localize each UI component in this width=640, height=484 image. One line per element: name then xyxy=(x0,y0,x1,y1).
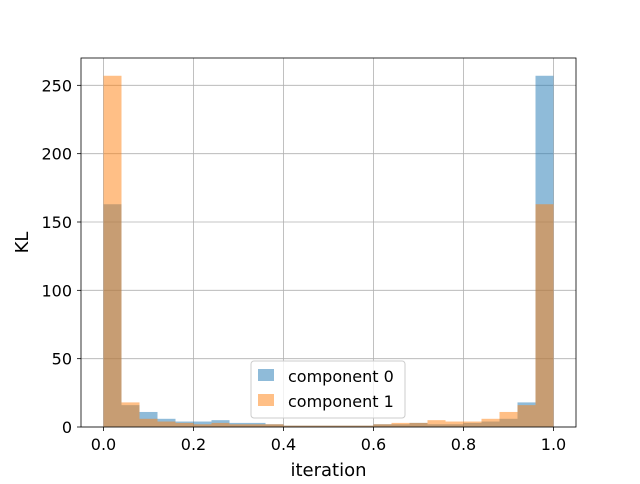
bar-component-1 xyxy=(283,425,302,427)
bar-component-1 xyxy=(499,411,518,427)
x-tick-label: 1.0 xyxy=(541,435,566,454)
bar-component-1 xyxy=(301,425,320,427)
bar-component-1 xyxy=(481,418,500,427)
legend: component 0 component 1 xyxy=(250,360,406,419)
x-tick-label: 0.2 xyxy=(181,435,206,454)
legend-box xyxy=(250,360,406,419)
plot-frame xyxy=(80,57,577,428)
bar-component-1 xyxy=(157,421,176,427)
y-tick-label: 100 xyxy=(41,281,72,300)
x-ticks: 0.0 0.2 0.4 0.6 0.8 1.0 xyxy=(91,427,566,454)
bar-component-1 xyxy=(517,405,536,427)
y-tick-label: 200 xyxy=(41,145,72,164)
bar-component-1 xyxy=(193,424,212,427)
x-axis-label: iteration xyxy=(290,460,366,480)
legend-swatch-component-0 xyxy=(258,369,274,381)
bar-component-1 xyxy=(337,425,356,427)
bar-component-1 xyxy=(265,424,284,427)
bar-component-1 xyxy=(409,422,428,427)
x-tick-label: 0.6 xyxy=(361,435,386,454)
bar-component-1 xyxy=(445,421,464,427)
bar-component-1 xyxy=(175,422,194,427)
bar-component-1 xyxy=(211,422,230,427)
bar-component-1 xyxy=(139,418,158,427)
x-tick-label: 0.8 xyxy=(451,435,476,454)
y-tick-label: 150 xyxy=(41,213,72,232)
legend-swatch-component-1 xyxy=(258,394,274,406)
y-tick-label: 250 xyxy=(41,76,72,95)
bar-component-1 xyxy=(229,424,248,427)
y-ticks: 0 50 100 150 200 250 xyxy=(41,76,81,437)
bar-component-1 xyxy=(535,204,554,427)
legend-label-component-0: component 0 xyxy=(288,367,394,386)
bar-component-1 xyxy=(247,424,266,427)
x-tick-label: 0.0 xyxy=(91,435,116,454)
bar-component-1 xyxy=(103,75,122,428)
bar-component-1 xyxy=(319,425,338,427)
bar-component-1 xyxy=(427,420,446,427)
y-tick-label: 0 xyxy=(62,418,72,437)
bars-layer xyxy=(103,75,554,428)
y-axis-label: KL xyxy=(12,232,33,254)
bar-component-1 xyxy=(463,421,482,427)
y-tick-label: 50 xyxy=(52,350,72,369)
legend-label-component-1: component 1 xyxy=(288,392,394,411)
bar-component-1 xyxy=(391,422,410,427)
bar-component-1 xyxy=(121,402,140,427)
x-tick-label: 0.4 xyxy=(271,435,296,454)
bar-component-1 xyxy=(355,425,374,427)
bar-component-1 xyxy=(373,424,392,427)
